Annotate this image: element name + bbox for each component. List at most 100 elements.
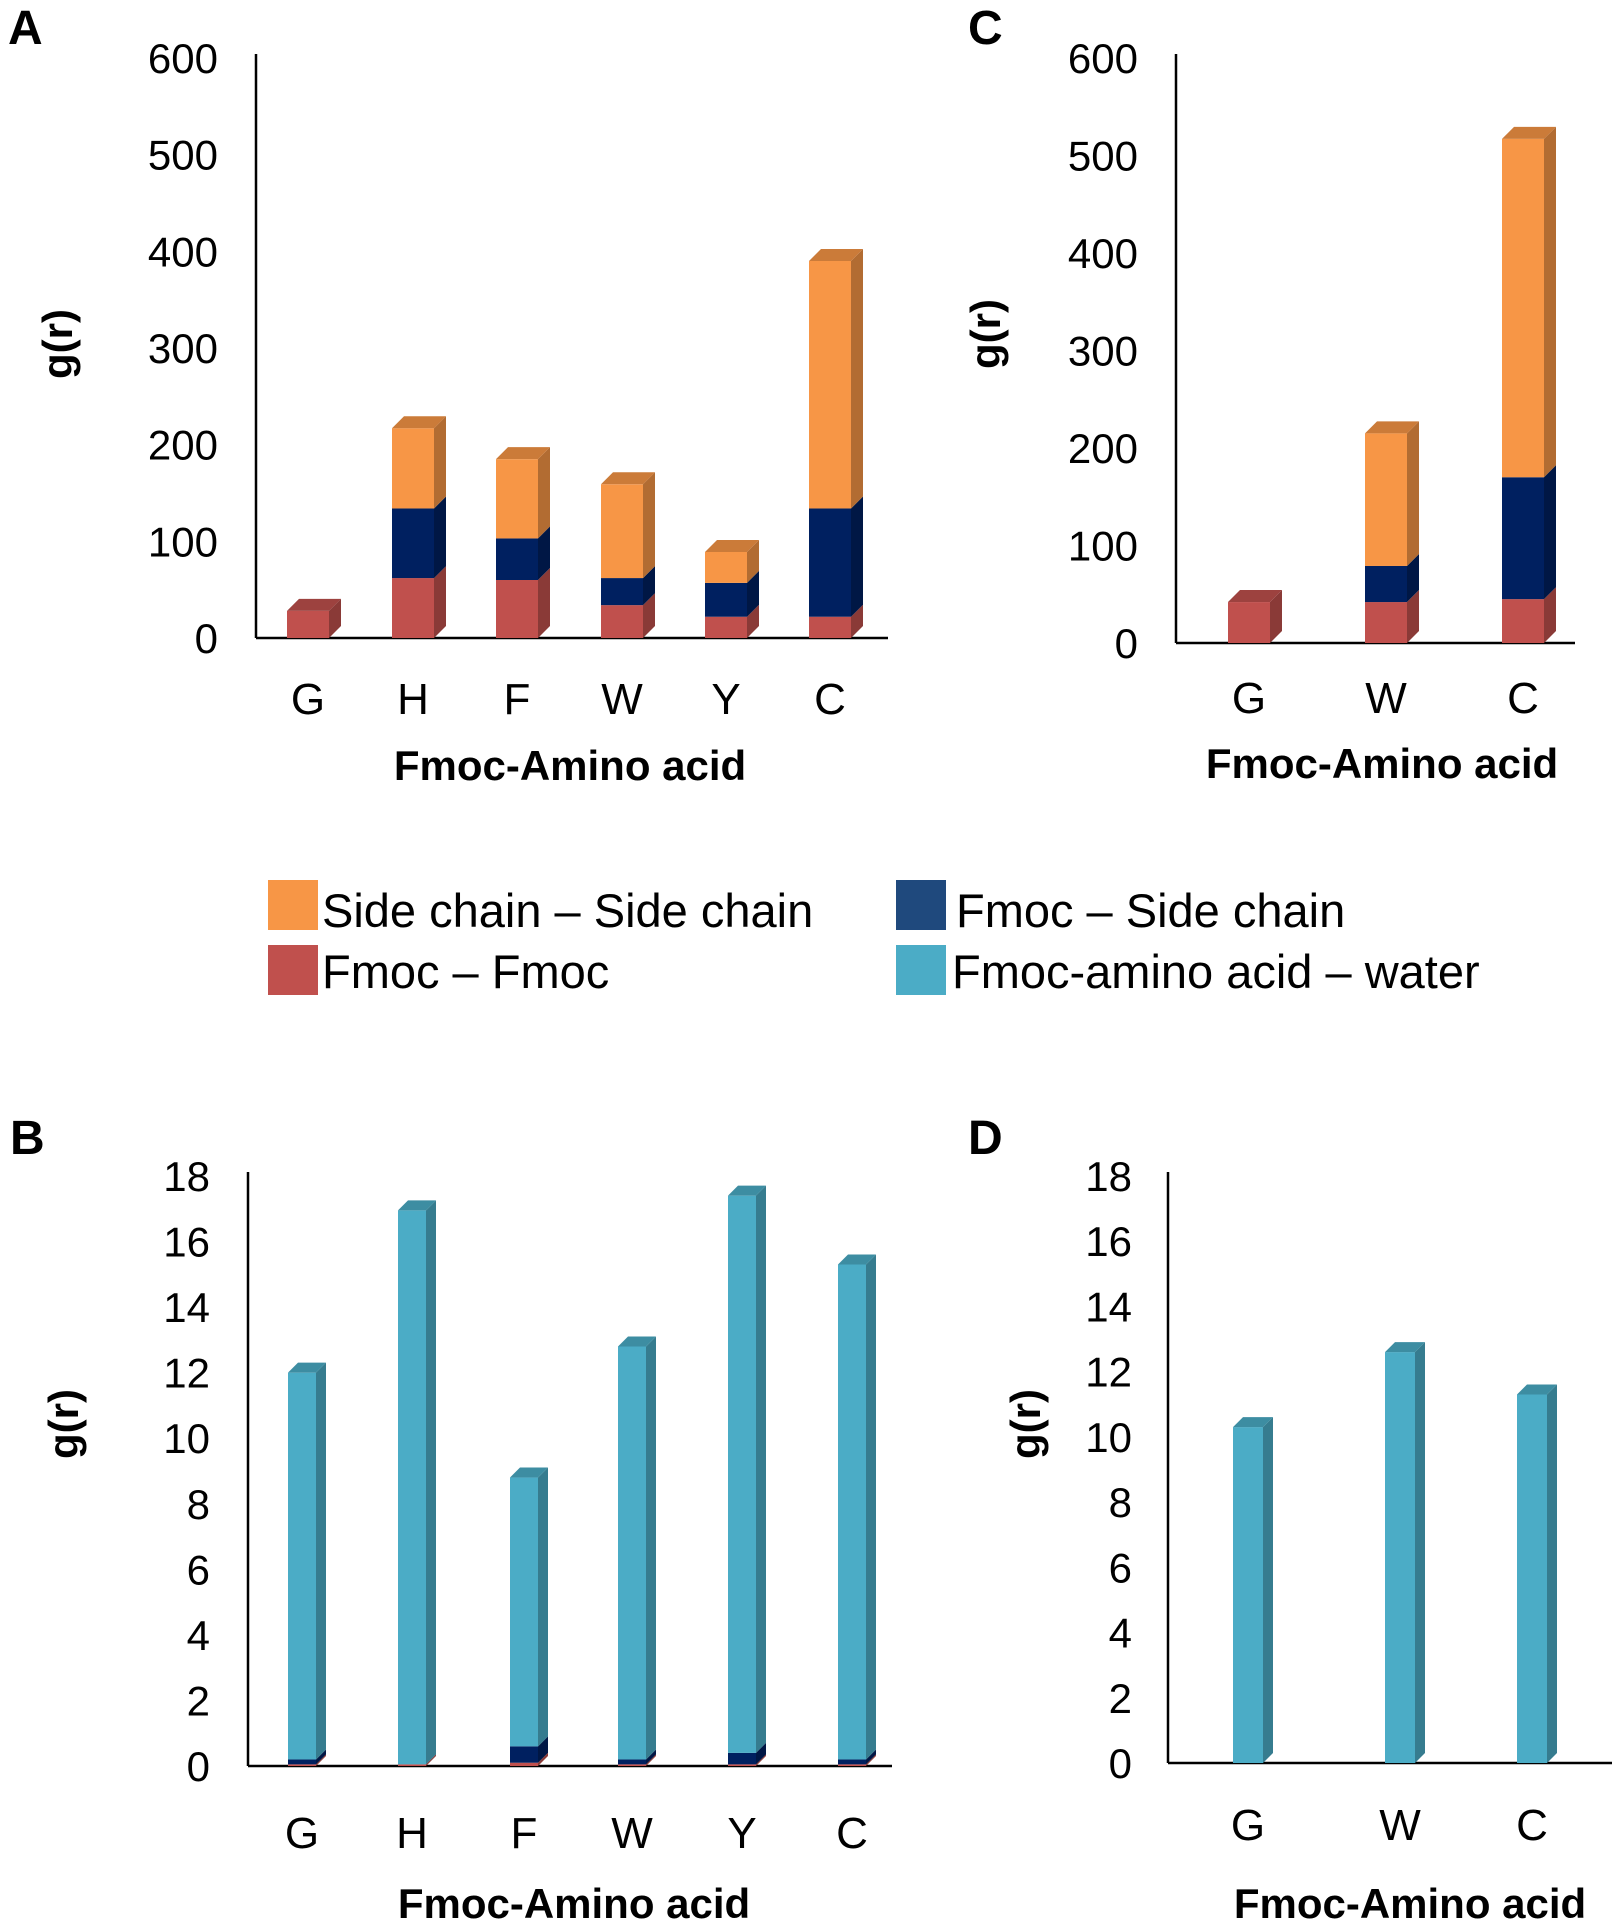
- bar-segment-side: [756, 1185, 766, 1753]
- bar-segment-side: [646, 1749, 656, 1765]
- bar-segment: [510, 1762, 538, 1766]
- bar-segment-side: [643, 593, 655, 638]
- bar-segment: [287, 610, 329, 638]
- bar-segment-side: [646, 1336, 656, 1760]
- x-axis-label-b: Fmoc-Amino acid: [398, 1880, 750, 1922]
- y-tick-label: 600: [148, 35, 218, 82]
- bar-segment: [809, 508, 851, 617]
- bar-segment: [1228, 602, 1270, 643]
- y-tick-label: 100: [148, 518, 218, 565]
- bar-segment: [601, 578, 643, 606]
- panel-label-b: B: [10, 1112, 45, 1165]
- y-tick-label: 100: [1068, 523, 1138, 570]
- chart-panel-c: C g(r) Fmoc-Amino acid 0 100 200 300 400 500 6…: [962, 2, 1575, 787]
- bar-segment: [728, 1752, 756, 1765]
- y-tick-label: 18: [1085, 1153, 1132, 1200]
- bar-segment: [728, 1195, 756, 1753]
- bar-segment: [288, 1372, 316, 1760]
- bar-segment-side: [1270, 590, 1282, 643]
- legend-swatch-fmoc-fmoc: [268, 945, 318, 995]
- bar-top-face: [510, 1467, 548, 1478]
- x-tick-label: C: [836, 1809, 868, 1858]
- bar-segment-side: [1407, 421, 1419, 566]
- bar-segment: [392, 428, 434, 509]
- bar-segment: [496, 459, 538, 539]
- bar-segment-side: [538, 568, 550, 638]
- y-tick-label: 0: [187, 1743, 210, 1790]
- y-tick-label: 14: [1085, 1283, 1132, 1330]
- y-tick-label: 12: [163, 1350, 210, 1397]
- bar-segment-side: [538, 526, 550, 580]
- chart-panel-a: A g(r) Fmoc-Amino acid 0 100 200 300 400 500 6…: [8, 2, 888, 789]
- panel-label-c: C: [968, 2, 1003, 55]
- y-tick-label: 2: [1109, 1675, 1132, 1722]
- bar-segment-side: [643, 472, 655, 579]
- bar-segment-side: [426, 1754, 436, 1766]
- legend-label-water: Fmoc-amino acid – water: [952, 945, 1480, 998]
- y-axis-label-b: g(r): [40, 1389, 87, 1459]
- bar-segment: [392, 578, 434, 638]
- bar-segment-side: [643, 566, 655, 606]
- y-tick-label: 500: [1068, 133, 1138, 180]
- bar-segment: [618, 1346, 646, 1760]
- bar-segment-side: [866, 1754, 876, 1766]
- x-tick-label: C: [1516, 1801, 1548, 1850]
- y-tick-label: 0: [195, 615, 218, 662]
- bar-segment-side: [747, 570, 759, 617]
- bar-segment-side: [1407, 590, 1419, 643]
- bar-segment-side: [756, 1754, 766, 1766]
- bar-segment-side: [866, 1254, 876, 1760]
- bar-segment: [1233, 1427, 1263, 1763]
- bar-segment: [1517, 1394, 1547, 1763]
- y-tick-label: 16: [1085, 1218, 1132, 1265]
- x-tick-label: W: [611, 1809, 653, 1858]
- bar-segment-side: [1263, 1417, 1273, 1763]
- y-axis-label-c: g(r): [962, 299, 1009, 369]
- bar-top-face: [838, 1254, 876, 1265]
- bar-segment-side: [426, 1200, 436, 1765]
- bar-top-face: [728, 1185, 766, 1196]
- bar-segment-side: [538, 1752, 548, 1766]
- y-axis-label-d: g(r): [1002, 1389, 1049, 1459]
- bar-segment-side: [851, 604, 863, 638]
- y-tick-label: 600: [1068, 35, 1138, 82]
- bar-top-face: [392, 416, 446, 429]
- y-tick-label: 14: [163, 1284, 210, 1331]
- bar-segment-side: [316, 1362, 326, 1760]
- y-tick-label: 500: [148, 132, 218, 179]
- bar-segment: [1365, 433, 1407, 566]
- x-axis-label-d: Fmoc-Amino acid: [1234, 1880, 1586, 1922]
- y-tick-label: 18: [163, 1153, 210, 1200]
- x-tick-label: F: [504, 675, 531, 724]
- bar-segment-side: [538, 1467, 548, 1747]
- bar-segment-side: [866, 1749, 876, 1765]
- bar-segment: [398, 1210, 426, 1765]
- bar-segment: [510, 1746, 538, 1763]
- bar-segment: [618, 1764, 646, 1766]
- bar-segment: [496, 538, 538, 580]
- bar-segment-side: [316, 1749, 326, 1765]
- bar-top-face: [1228, 590, 1282, 603]
- bar-segment-side: [538, 1736, 548, 1763]
- bar-segment-side: [538, 447, 550, 539]
- plot-area-b: 0 2 4 6 8 10 12 14 16 18 G H F W Y C: [163, 1153, 892, 1858]
- bar-segment-side: [1547, 1384, 1557, 1763]
- y-tick-label: 10: [1085, 1414, 1132, 1461]
- y-tick-label: 4: [1109, 1610, 1132, 1657]
- legend: Side chain – Side chain Fmoc – Side chai…: [268, 880, 1480, 998]
- y-tick-label: 6: [187, 1546, 210, 1593]
- bar-top-face: [1365, 421, 1419, 434]
- bar-segment: [392, 508, 434, 579]
- y-tick-label: 400: [148, 228, 218, 275]
- bar-segment: [705, 616, 747, 638]
- x-tick-label: H: [396, 1809, 428, 1858]
- bar-top-face: [705, 539, 759, 552]
- y-axis-label-a: g(r): [34, 309, 81, 379]
- y-tick-label: 16: [163, 1219, 210, 1266]
- y-tick-label: 8: [187, 1481, 210, 1528]
- bar-segment-side: [316, 1754, 326, 1766]
- bar-segment: [728, 1764, 756, 1766]
- x-tick-label: W: [1379, 1801, 1421, 1850]
- bar-segment: [496, 580, 538, 638]
- bar-segment: [1365, 602, 1407, 643]
